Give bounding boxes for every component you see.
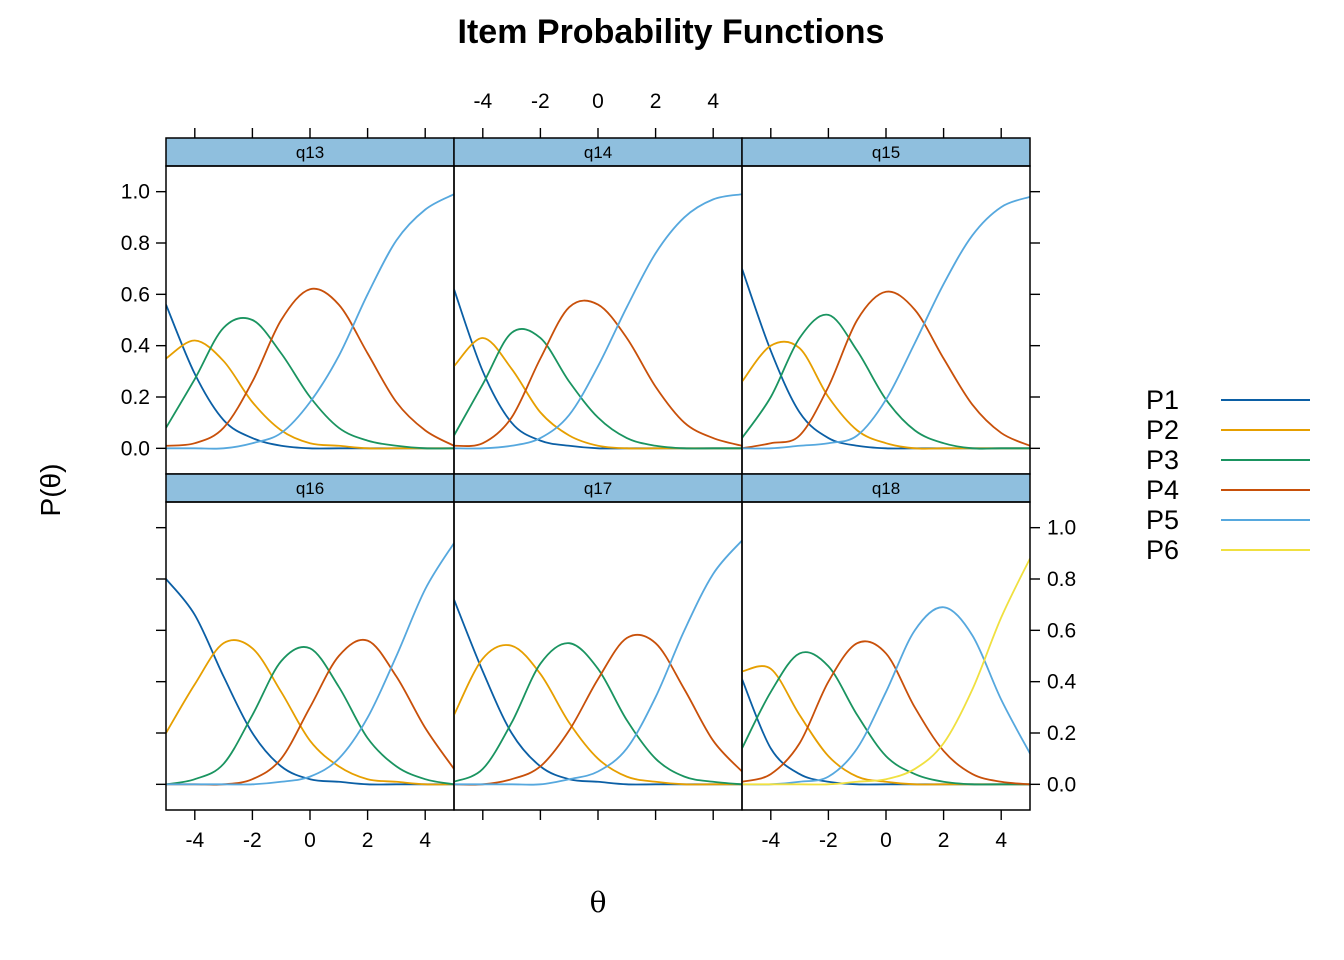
series-q14-P4	[454, 299, 742, 447]
series-lines-q15	[742, 195, 1030, 450]
y-tick-label-right: 0.2	[1047, 722, 1076, 745]
series-q13-P1	[166, 304, 454, 450]
strip-label-q14: q14	[584, 143, 612, 162]
series-q13-P3	[166, 317, 454, 450]
series-lines-q17	[454, 539, 742, 786]
series-lines-q13	[166, 193, 454, 450]
series-q16-P1	[166, 578, 454, 786]
x-tick-label-bottom: 0	[880, 829, 892, 852]
y-tick-label-right: 0.8	[1047, 568, 1076, 591]
panel-border-q16	[165, 501, 455, 811]
chart-title: Item Probability Functions	[458, 13, 885, 51]
y-tick-label-right: 0.4	[1047, 671, 1077, 694]
strip-label-q18: q18	[872, 479, 900, 498]
legend-label-P3: P3	[1146, 445, 1179, 475]
y-tick-label-left: 0.0	[121, 437, 150, 460]
y-tick-label-left: 1.0	[121, 181, 150, 204]
series-q13-P5	[166, 193, 454, 450]
series-q14-P1	[454, 288, 742, 450]
x-axis-label: θ	[590, 886, 607, 919]
x-tick-label-top: 0	[592, 90, 604, 113]
series-q17-P3	[454, 642, 742, 786]
x-tick-label-bottom: 4	[995, 829, 1007, 852]
panel-q16: q16	[165, 473, 455, 811]
series-q18-P6	[742, 558, 1030, 786]
strip-label-q17: q17	[584, 479, 612, 498]
panel-q13: q13	[165, 137, 455, 475]
x-tick-label-top: 4	[707, 90, 719, 113]
legend-label-P2: P2	[1146, 415, 1179, 445]
x-tick-label-bottom: -2	[243, 829, 262, 852]
x-tick-label-bottom: -4	[185, 829, 204, 852]
series-q18-P4	[742, 640, 1030, 786]
series-q18-P1	[742, 678, 1030, 786]
series-lines-q16	[166, 542, 454, 786]
x-tick-label-top: 2	[650, 90, 662, 113]
panel-border-q15	[741, 165, 1031, 475]
strip-label-q13: q13	[296, 143, 324, 162]
strip-q18	[741, 473, 1031, 503]
series-q16-P2	[166, 639, 454, 786]
panel-border-q13	[165, 165, 455, 475]
series-q18-P2	[742, 665, 1030, 786]
series-q17-P2	[454, 644, 742, 786]
strip-label-q15: q15	[872, 143, 900, 162]
series-q15-P4	[742, 290, 1030, 450]
y-tick-label-right: 0.6	[1047, 619, 1076, 642]
series-q14-P3	[454, 328, 742, 450]
legend-label-P6: P6	[1146, 535, 1179, 565]
series-q13-P2	[166, 339, 454, 450]
panel-q14: q14	[453, 137, 743, 475]
x-tick-label-top: -4	[473, 90, 492, 113]
y-axis-label: P(θ)	[35, 464, 66, 517]
x-tick-label-bottom: 2	[362, 829, 374, 852]
panels-group: q13 q14 q15 q16 q17 q18	[165, 137, 1031, 811]
axes-group: -4 -4 -4 -2 -2 -2 0 0 0 2 2 2 4 4 4 0.0 0.0 0.2 0.2 0.4 0.4 0…	[121, 90, 1077, 852]
panel-border-q14	[453, 165, 743, 475]
y-tick-label-left: 0.6	[121, 283, 150, 306]
series-q18-P3	[742, 651, 1030, 786]
y-tick-label-left: 0.2	[121, 386, 150, 409]
series-q13-P4	[166, 287, 454, 447]
series-lines-q18	[742, 558, 1030, 786]
series-q16-P3	[166, 646, 454, 786]
strip-q16	[165, 473, 455, 503]
x-tick-label-bottom: -4	[761, 829, 780, 852]
y-tick-label-right: 1.0	[1047, 517, 1076, 540]
x-tick-label-bottom: 0	[304, 829, 316, 852]
series-q17-P5	[454, 539, 742, 786]
x-tick-label-bottom: 2	[938, 829, 950, 852]
series-q17-P4	[454, 633, 742, 786]
panel-q17: q17	[453, 473, 743, 811]
y-tick-label-left: 0.4	[121, 335, 151, 358]
strip-q13	[165, 137, 455, 167]
panel-border-q17	[453, 501, 743, 811]
series-q18-P5	[742, 606, 1030, 786]
series-lines-q14	[454, 193, 742, 450]
panel-q15: q15	[741, 137, 1031, 475]
strip-label-q16: q16	[296, 479, 324, 498]
series-q17-P1	[454, 599, 742, 786]
series-q16-P5	[166, 542, 454, 786]
series-q15-P3	[742, 313, 1030, 450]
y-tick-label-left: 0.8	[121, 232, 150, 255]
legend-label-P5: P5	[1146, 505, 1179, 535]
x-tick-label-bottom: 4	[419, 829, 431, 852]
x-tick-label-top: -2	[531, 90, 550, 113]
series-q15-P2	[742, 340, 1030, 450]
legend-label-P4: P4	[1146, 475, 1179, 505]
y-tick-label-right: 0.0	[1047, 773, 1076, 796]
strip-q14	[453, 137, 743, 167]
x-tick-label-bottom: -2	[819, 829, 838, 852]
series-q14-P5	[454, 193, 742, 450]
legend-label-P1: P1	[1146, 385, 1179, 415]
series-q15-P5	[742, 195, 1030, 450]
panel-q18: q18	[741, 473, 1031, 811]
